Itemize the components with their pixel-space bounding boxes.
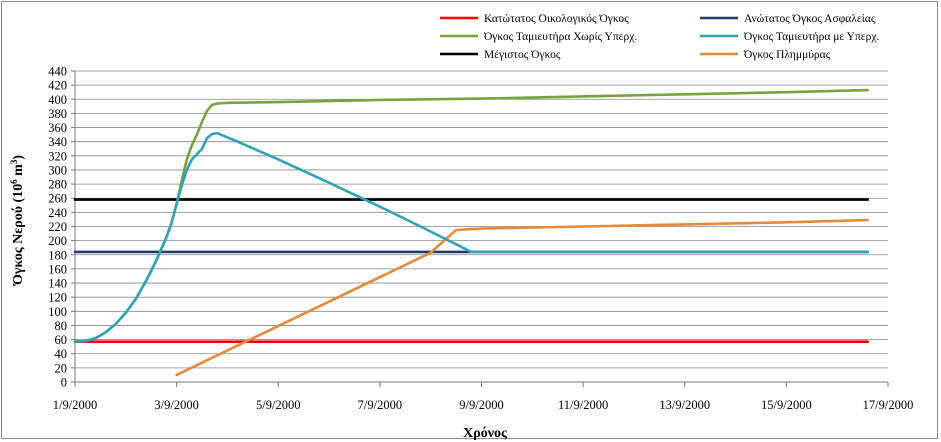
- series-line-5: [175, 218, 870, 377]
- legend-label-4: Μέγιστος Όγκος: [484, 49, 561, 61]
- series-lines: [73, 88, 870, 377]
- series-line-3: [73, 131, 870, 344]
- x-tick-label-1: 3/9/2000: [154, 398, 198, 412]
- x-tick-label-8: 17/9/2000: [863, 398, 914, 412]
- x-tick-label-0: 1/9/2000: [53, 398, 97, 412]
- x-axis-title: Χρόνος: [463, 426, 508, 441]
- y-tick-label-220: 220: [48, 220, 67, 234]
- y-tick-label-400: 400: [48, 93, 67, 107]
- y-tick-label-160: 160: [48, 262, 67, 276]
- y-tick-label-280: 280: [48, 178, 67, 192]
- y-tick-label-40: 40: [55, 347, 68, 361]
- x-tick-labels: 1/9/2000 3/9/2000 5/9/2000 7/9/2000 9/9/2000…: [53, 398, 914, 412]
- legend-label-2: Όγκος Ταμιευτήρα Χωρίς Υπερχ.: [483, 31, 637, 43]
- y-axis-title: Όγκος Νερού (106 m3): [9, 155, 26, 286]
- y-tick-label-380: 380: [48, 107, 67, 121]
- y-tick-label-200: 200: [48, 234, 67, 248]
- y-tick-label-0: 0: [61, 376, 67, 390]
- y-tick-label-140: 140: [48, 277, 67, 291]
- y-axis-title-exp1: 6: [9, 179, 19, 184]
- y-axis-title-main: Όγκος Νερού (10: [11, 184, 26, 286]
- y-tick-label-440: 440: [48, 65, 67, 79]
- y-axis-title-end: ): [11, 155, 26, 160]
- y-tick-label-420: 420: [48, 79, 67, 93]
- grid-lines: [71, 70, 888, 383]
- y-tick-label-240: 240: [48, 206, 67, 220]
- y-tick-label-80: 80: [55, 319, 68, 333]
- y-tick-label-20: 20: [55, 361, 68, 375]
- y-tick-label-320: 320: [48, 149, 67, 163]
- y-axis-title-exp2: 3: [9, 159, 19, 164]
- y-tick-label-180: 180: [48, 248, 67, 262]
- legend: Κατώτατος Οικολογικός Όγκος Ανώτατος Όγκο…: [440, 13, 879, 61]
- x-tick-label-3: 7/9/2000: [358, 398, 402, 412]
- legend-label-5: Όγκος Πλημμύρας: [743, 49, 831, 61]
- y-tick-label-340: 340: [48, 135, 67, 149]
- axes: [74, 71, 889, 387]
- x-tick-label-6: 13/9/2000: [659, 398, 710, 412]
- legend-label-3: Όγκος Ταμιευτήρα με Υπερχ.: [743, 31, 879, 43]
- y-tick-label-120: 120: [48, 291, 67, 305]
- x-tick-label-7: 15/9/2000: [761, 398, 812, 412]
- y-axis-title-mid: m: [11, 164, 26, 180]
- y-tick-label-300: 300: [48, 163, 67, 177]
- y-tick-labels: 0204060801001201401601802002202402602803…: [48, 65, 67, 390]
- y-tick-label-260: 260: [48, 192, 67, 206]
- x-tick-label-4: 9/9/2000: [459, 398, 503, 412]
- x-tick-label-5: 11/9/2000: [558, 398, 608, 412]
- y-tick-label-60: 60: [55, 333, 68, 347]
- y-tick-label-100: 100: [48, 305, 67, 319]
- legend-label-1: Ανώτατος Όγκος Ασφαλείας: [744, 13, 876, 25]
- y-tick-label-360: 360: [48, 121, 67, 135]
- legend-label-0: Κατώτατος Οικολογικός Όγκος: [484, 13, 629, 25]
- x-tick-label-2: 5/9/2000: [256, 398, 300, 412]
